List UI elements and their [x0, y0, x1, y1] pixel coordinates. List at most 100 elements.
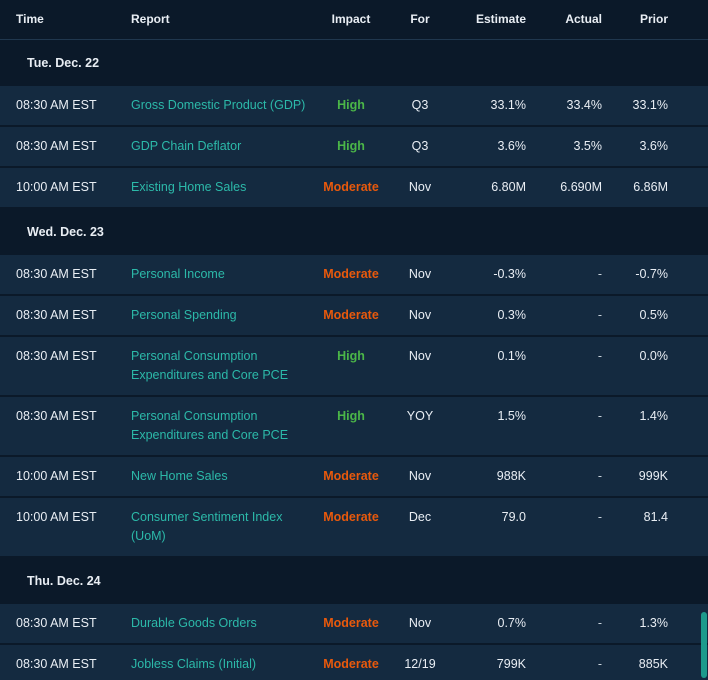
row-for: Q3	[411, 139, 429, 153]
impact-label: Moderate	[323, 510, 379, 524]
row-prior: -0.7%	[635, 267, 668, 281]
row-actual: 33.4%	[566, 98, 602, 112]
col-header-report[interactable]: Report	[131, 12, 170, 26]
row-estimate: 0.1%	[497, 349, 527, 363]
row-actual: -	[597, 267, 602, 281]
row-prior: 1.4%	[639, 409, 669, 423]
row-actual: -	[597, 510, 602, 524]
row-actual: -	[597, 409, 602, 423]
table-row: 08:30 AM EST Personal Spending Moderate …	[0, 296, 708, 335]
col-header-impact[interactable]: Impact	[331, 12, 371, 26]
row-report-cell: GDP Chain Deflator	[131, 137, 316, 156]
row-estimate: 1.5%	[497, 409, 527, 423]
report-link[interactable]: Gross Domestic Product (GDP)	[131, 98, 306, 112]
table-row: 08:30 AM EST Durable Goods Orders Modera…	[0, 604, 708, 643]
report-link[interactable]: GDP Chain Deflator	[131, 139, 242, 153]
impact-label: High	[337, 349, 365, 363]
scrollbar-thumb[interactable]	[701, 612, 707, 678]
row-for: 12/19	[404, 657, 436, 671]
table-row: 08:30 AM EST Jobless Claims (Initial) Mo…	[0, 645, 708, 680]
table-row: 10:00 AM EST Existing Home Sales Moderat…	[0, 168, 708, 207]
row-time: 08:30 AM EST	[16, 308, 97, 322]
row-for: Dec	[408, 510, 432, 524]
group-date: Wed. Dec. 23	[27, 225, 104, 239]
table-row: 10:00 AM EST Consumer Sentiment Index (U…	[0, 498, 708, 556]
row-actual: -	[597, 349, 602, 363]
row-time: 08:30 AM EST	[16, 267, 97, 281]
row-actual: -	[597, 616, 602, 630]
report-link[interactable]: Personal Consumption Expenditures and Co…	[131, 349, 289, 382]
group-date: Tue. Dec. 22	[27, 56, 100, 70]
table-header: Time Report Impact For Estimate Actual P…	[0, 0, 708, 40]
row-for: Nov	[408, 469, 432, 483]
row-time: 10:00 AM EST	[16, 510, 97, 524]
row-prior: 0.5%	[639, 308, 669, 322]
col-header-prior[interactable]: Prior	[639, 12, 668, 26]
row-actual: 6.690M	[560, 180, 602, 194]
report-link[interactable]: Personal Income	[131, 267, 225, 281]
row-for: Nov	[408, 349, 432, 363]
row-prior: 0.0%	[639, 349, 669, 363]
row-report-cell: Personal Spending	[131, 306, 316, 325]
table-row: 08:30 AM EST Personal Income Moderate No…	[0, 255, 708, 294]
col-header-actual[interactable]: Actual	[565, 12, 602, 26]
impact-label: Moderate	[323, 180, 379, 194]
row-time: 08:30 AM EST	[16, 98, 97, 112]
row-estimate: 0.7%	[497, 616, 527, 630]
row-prior: 81.4	[643, 510, 668, 524]
row-estimate: 988K	[496, 469, 526, 483]
row-actual: 3.5%	[573, 139, 603, 153]
row-for: Nov	[408, 616, 432, 630]
report-link[interactable]: Existing Home Sales	[131, 180, 247, 194]
table-row: 08:30 AM EST Gross Domestic Product (GDP…	[0, 86, 708, 125]
col-header-time[interactable]: Time	[16, 12, 44, 26]
row-prior: 885K	[638, 657, 668, 671]
row-time: 08:30 AM EST	[16, 657, 97, 671]
row-report-cell: Consumer Sentiment Index (UoM)	[131, 508, 316, 546]
report-link[interactable]: Durable Goods Orders	[131, 616, 257, 630]
report-link[interactable]: Personal Consumption Expenditures and Co…	[131, 409, 289, 442]
row-report-cell: New Home Sales	[131, 467, 316, 486]
vertical-scrollbar[interactable]	[700, 0, 708, 680]
table-row: 08:30 AM EST Personal Consumption Expend…	[0, 397, 708, 455]
report-link[interactable]: New Home Sales	[131, 469, 228, 483]
row-prior: 999K	[638, 469, 668, 483]
impact-label: Moderate	[323, 616, 379, 630]
row-estimate: 6.80M	[491, 180, 526, 194]
row-prior: 6.86M	[633, 180, 668, 194]
impact-label: High	[337, 139, 365, 153]
col-header-estimate[interactable]: Estimate	[475, 12, 526, 26]
row-estimate: 0.3%	[497, 308, 527, 322]
group-date-header: Thu. Dec. 24	[0, 558, 708, 604]
impact-label: Moderate	[323, 657, 379, 671]
table-row: 08:30 AM EST GDP Chain Deflator High Q3 …	[0, 127, 708, 166]
impact-label: Moderate	[323, 308, 379, 322]
row-estimate: 799K	[496, 657, 526, 671]
row-actual: -	[597, 469, 602, 483]
row-time: 08:30 AM EST	[16, 409, 97, 423]
table-row: 08:30 AM EST Personal Consumption Expend…	[0, 337, 708, 395]
row-report-cell: Gross Domestic Product (GDP)	[131, 96, 316, 115]
row-time: 08:30 AM EST	[16, 616, 97, 630]
impact-label: High	[337, 409, 365, 423]
row-for: YOY	[406, 409, 434, 423]
row-estimate: 33.1%	[490, 98, 526, 112]
row-time: 08:30 AM EST	[16, 139, 97, 153]
impact-label: Moderate	[323, 469, 379, 483]
row-report-cell: Durable Goods Orders	[131, 614, 316, 633]
table-row: 10:00 AM EST New Home Sales Moderate Nov…	[0, 457, 708, 496]
group-date: Thu. Dec. 24	[27, 574, 101, 588]
row-estimate: 3.6%	[497, 139, 527, 153]
row-time: 10:00 AM EST	[16, 469, 97, 483]
report-link[interactable]: Consumer Sentiment Index (UoM)	[131, 510, 283, 543]
row-time: 08:30 AM EST	[16, 349, 97, 363]
report-link[interactable]: Personal Spending	[131, 308, 237, 322]
report-link[interactable]: Jobless Claims (Initial)	[131, 657, 257, 671]
calendar-body: Tue. Dec. 22 08:30 AM EST Gross Domestic…	[0, 40, 708, 680]
row-for: Nov	[408, 267, 432, 281]
col-header-for[interactable]: For	[410, 12, 430, 26]
row-estimate: 79.0	[501, 510, 526, 524]
row-report-cell: Jobless Claims (Initial)	[131, 655, 316, 674]
group-date-header: Wed. Dec. 23	[0, 209, 708, 255]
